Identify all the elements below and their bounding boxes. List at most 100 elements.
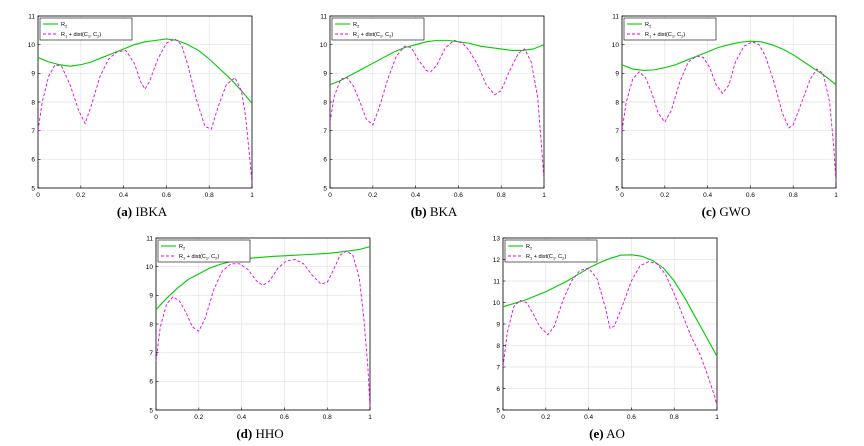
legend-text: R — [353, 32, 357, 38]
legend-text: , C — [208, 254, 215, 260]
x-tick-label: 0.4 — [411, 192, 420, 199]
y-tick-label: 10 — [28, 42, 36, 49]
series-line-r2 — [37, 38, 253, 104]
x-tick-label: 1 — [542, 192, 546, 199]
y-tick-label: 7 — [496, 364, 500, 371]
caption-name: IBKA — [135, 204, 168, 219]
x-tick-label: 0.6 — [454, 192, 463, 199]
x-tick-label: 1 — [250, 192, 254, 199]
legend-label-r2: R2 — [61, 22, 68, 29]
legend-text: + dist(C — [67, 32, 88, 38]
y-tick-label: 12 — [493, 257, 501, 264]
x-tick-label: 0.6 — [162, 192, 171, 199]
series-line-r1-dist — [621, 41, 837, 183]
x-tick-label: 0.4 — [584, 414, 593, 421]
legend-text: R — [526, 244, 530, 250]
chart-panel-gwo: 0 0.2 0.4 0.6 0.8 1 5 6 7 8 9 10 11 R2 R1 + dist(C1, C… — [610, 12, 842, 222]
legend-text: , C — [555, 254, 562, 260]
caption-tag: (e) — [589, 426, 604, 441]
legend-subscript: 1 — [649, 34, 652, 39]
y-tick-label: 8 — [496, 343, 500, 350]
legend-text: ) — [564, 254, 566, 260]
y-tick-label: 8 — [323, 99, 327, 106]
series-line-r2 — [155, 246, 371, 311]
y-tick-label: 6 — [496, 386, 500, 393]
y-tick-label: 10 — [612, 42, 620, 49]
legend-subscript: 2 — [681, 34, 684, 39]
legend-box — [331, 17, 425, 41]
y-tick-label: 9 — [149, 293, 153, 300]
caption-name: HHO — [255, 426, 284, 441]
x-tick-label: 0.8 — [789, 192, 798, 199]
y-tick-label: 9 — [615, 71, 619, 78]
x-tick-label: 0 — [154, 414, 158, 421]
legend-text: + dist(C — [359, 32, 380, 38]
x-tick-label: 0.2 — [76, 192, 85, 199]
legend-subscript: 1 — [206, 256, 209, 261]
legend-subscript: 1 — [672, 34, 675, 39]
legend-subscript: 2 — [649, 24, 652, 29]
y-tick-label: 6 — [323, 157, 327, 164]
y-tick-label: 11 — [28, 13, 35, 20]
caption-name: AO — [606, 426, 625, 441]
series-line-r1-dist — [502, 261, 718, 406]
legend-subscript: 1 — [183, 256, 186, 261]
legend-text: + dist(C — [532, 254, 553, 260]
legend-text: R — [61, 32, 65, 38]
y-tick-label: 13 — [493, 235, 501, 242]
legend-subscript: 1 — [88, 34, 91, 39]
y-tick-label: 5 — [496, 407, 500, 414]
x-tick-label: 0.2 — [541, 414, 550, 421]
caption-tag: (b) — [410, 204, 427, 219]
legend-subscript: 1 — [65, 34, 68, 39]
legend-subscript: 2 — [215, 256, 218, 261]
y-tick-label: 8 — [31, 99, 35, 106]
x-tick-label: 0.2 — [194, 414, 203, 421]
chart-panel-ibka: 0 0.2 0.4 0.6 0.8 1 5 6 7 8 9 10 11 R2 R1 + dist(C1, C… — [26, 12, 258, 222]
legend-text: R — [645, 22, 649, 28]
chart-caption: (a) IBKA — [26, 204, 258, 220]
x-tick-label: 0.6 — [280, 414, 289, 421]
caption-tag: (d) — [236, 426, 253, 441]
x-tick-label: 0.2 — [368, 192, 377, 199]
x-tick-label: 0.8 — [205, 192, 214, 199]
y-tick-label: 11 — [493, 278, 500, 285]
legend-label-r2: R2 — [353, 22, 360, 29]
series-line-r2 — [502, 254, 718, 357]
caption-tag: (c) — [701, 204, 717, 219]
y-tick-label: 7 — [31, 128, 35, 135]
y-tick-label: 11 — [612, 13, 619, 20]
legend-subscript: 2 — [97, 34, 100, 39]
x-tick-label: 0.6 — [627, 414, 636, 421]
y-tick-label: 8 — [149, 321, 153, 328]
legend-label-r1-dist: R1 + dist(C1, C2) — [61, 32, 101, 39]
legend-text: ) — [683, 32, 685, 38]
x-tick-label: 1 — [368, 414, 372, 421]
series-line-r1-dist — [155, 250, 371, 408]
legend-subscript: 2 — [562, 256, 565, 261]
y-tick-label: 5 — [149, 407, 153, 414]
y-tick-label: 6 — [149, 379, 153, 386]
y-tick-label: 11 — [320, 13, 327, 20]
chart-panel-bka: 0 0.2 0.4 0.6 0.8 1 5 6 7 8 9 10 11 R2 R1 + dist(C1, C… — [318, 12, 550, 222]
legend-box — [39, 17, 133, 41]
legend-subscript: 2 — [357, 24, 360, 29]
chart-panel-ao: 0 0.2 0.4 0.6 0.8 1 5 6 7 8 9 10 11 12 13 R2 R1 + dist(C… — [491, 234, 723, 444]
y-tick-label: 5 — [615, 185, 619, 192]
chart-caption: (b) BKA — [318, 204, 550, 220]
x-tick-label: 0.4 — [119, 192, 128, 199]
legend-text: R — [645, 32, 649, 38]
y-tick-label: 7 — [615, 128, 619, 135]
x-tick-label: 0.8 — [670, 414, 679, 421]
caption-name: GWO — [719, 204, 751, 219]
legend-text: , C — [674, 32, 681, 38]
x-tick-label: 0.8 — [497, 192, 506, 199]
legend-text: R — [526, 254, 530, 260]
